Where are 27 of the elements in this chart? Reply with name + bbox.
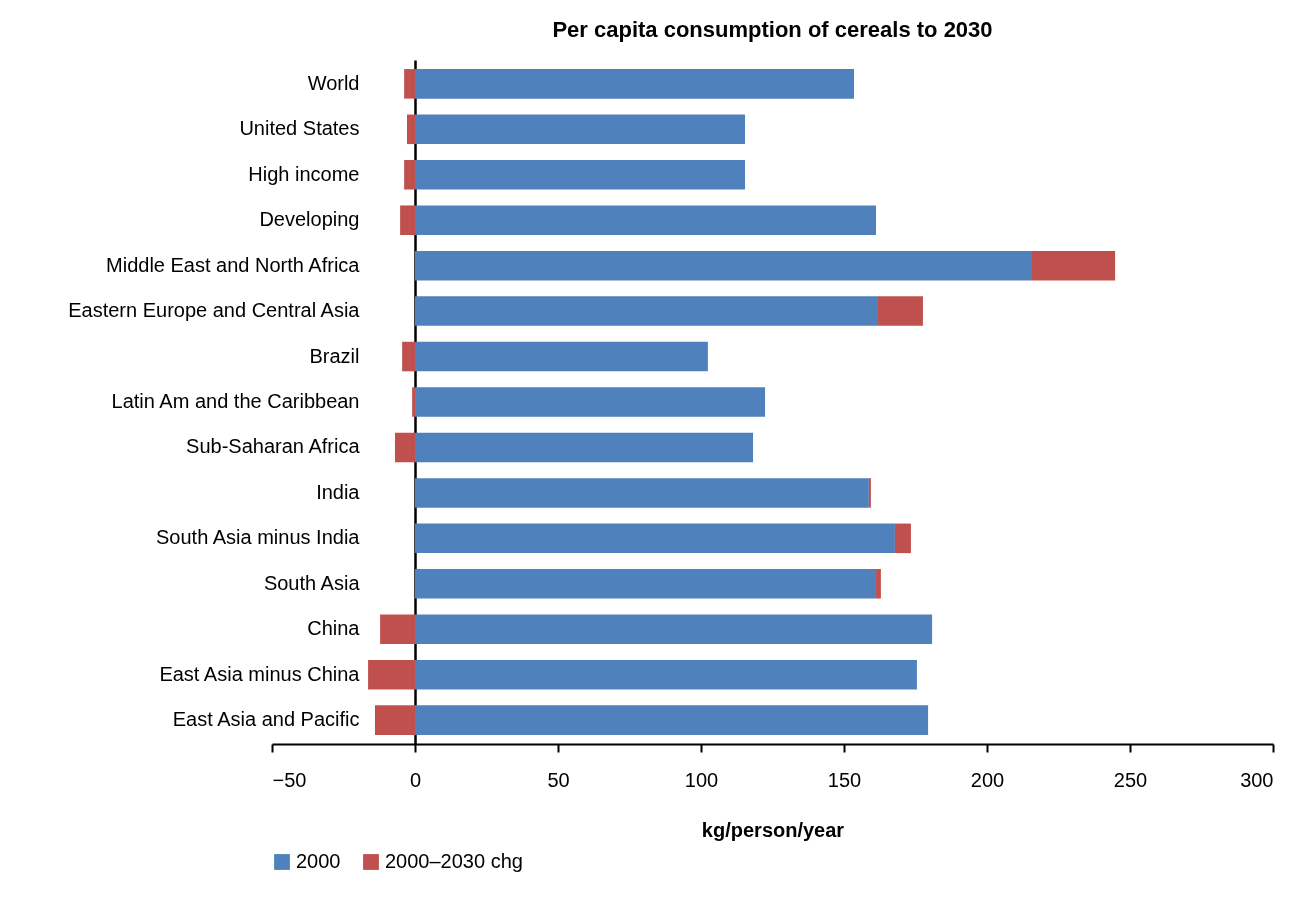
- y-tick-label: United States: [239, 117, 360, 140]
- y-tick-label: South Asia minus India: [156, 526, 361, 549]
- y-tick-label: South Asia: [263, 571, 361, 594]
- chart-title: Per capita consumption of cereals to 2030: [552, 17, 993, 42]
- y-tick-label: India: [316, 480, 361, 503]
- x-tick-label: 250: [1113, 768, 1148, 791]
- x-axis-title: kg/person/year: [701, 818, 845, 841]
- y-tick-label: Middle East and North Africa: [106, 253, 361, 276]
- y-tick-label: World: [307, 71, 360, 94]
- y-tick-label: China: [307, 617, 361, 640]
- y-tick-label: Eastern Europe and Central Asia: [68, 299, 361, 322]
- x-tick-label: 300: [1240, 768, 1274, 791]
- y-tick-label: Brazil: [309, 344, 360, 367]
- x-tick-label: 0: [409, 768, 422, 791]
- y-tick-label: Sub-Saharan Africa: [186, 435, 361, 458]
- y-tick-label: Developing: [259, 208, 360, 231]
- x-tick-label: 150: [827, 768, 862, 791]
- x-tick-label: 200: [970, 768, 1005, 791]
- x-tick-label: 100: [684, 768, 719, 791]
- y-tick-label: Latin Am and the Caribbean: [111, 390, 360, 412]
- y-tick-label: High income: [248, 162, 360, 185]
- x-tick-label: 50: [547, 768, 570, 791]
- y-tick-label: East Asia minus China: [159, 662, 361, 685]
- x-tick-label: −50: [272, 768, 307, 791]
- y-tick-label: East Asia and Pacific: [172, 708, 360, 731]
- legend-label: 2000: [296, 850, 341, 872]
- legend-label: 2000–2030 chg: [385, 850, 523, 872]
